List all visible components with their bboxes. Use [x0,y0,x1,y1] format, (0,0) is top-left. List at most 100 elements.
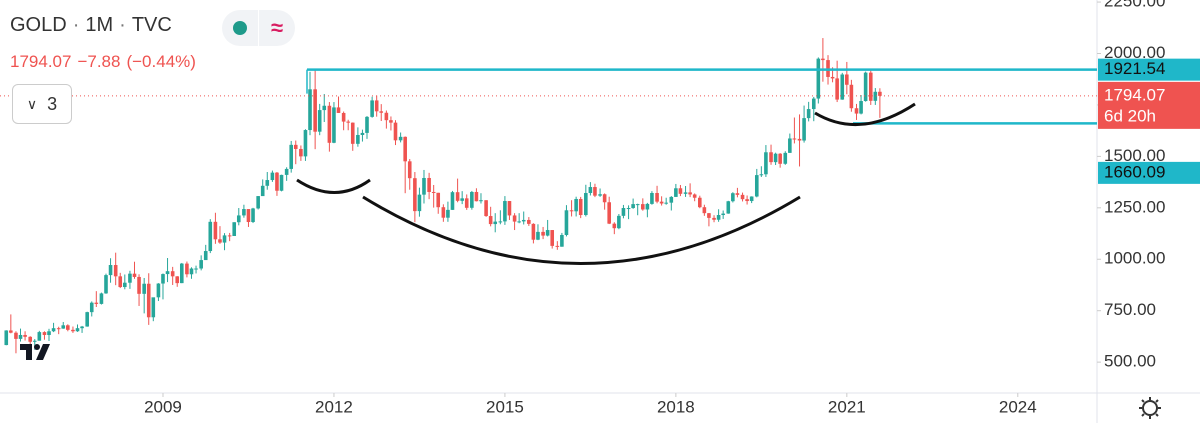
candle-body [464,198,469,208]
candle-body [94,302,99,304]
indicator-toggle[interactable]: ∨ 3 [12,84,72,124]
candle-body [37,332,42,341]
candle-body [816,58,821,99]
candle-body [393,122,398,141]
last-price-label: 1794.07 [1104,85,1165,104]
compare-button[interactable]: ≈ [259,10,295,46]
candle-body [754,175,759,197]
candle-body [545,230,550,236]
candle-body [123,282,127,288]
candle-body [578,198,583,216]
candle-body [14,332,18,339]
candle-body [422,177,426,195]
candle-body [398,136,403,141]
candle-body [336,107,341,113]
candle-body [227,235,232,237]
candle-body [199,260,203,269]
candle-body [85,312,89,327]
candle-body [773,153,778,163]
candle-body [289,144,294,169]
candle-body [635,204,640,206]
y-tick-label: 2000.00 [1104,43,1165,62]
candle-body [845,74,849,85]
candle-body [745,199,749,202]
candle-body [854,108,859,114]
candle-body [42,332,47,335]
tradingview-logo [20,344,50,360]
candle-body [517,221,521,223]
candle-body [256,196,260,209]
candle-body [507,201,512,216]
candle-body [242,209,246,216]
level-label: 1660.09 [1104,162,1165,181]
candle-body [322,105,327,111]
candle-body [702,207,707,214]
candle-body [161,274,165,284]
level-box [1098,161,1200,184]
y-tick-label: 2250.00 [1104,0,1165,11]
candle-body [868,72,873,101]
candle-body [208,221,213,252]
candle-body [521,219,526,222]
y-tick-label: 1250.00 [1104,197,1165,216]
candle-body [436,192,441,208]
candle-body [113,265,118,277]
candle-body [56,328,61,330]
candle-body [317,110,322,132]
candle-body [811,98,816,110]
candle-body [18,334,23,339]
candle-body [413,178,417,212]
candle-body [759,174,764,176]
drawing-curve [296,178,371,194]
candle-body [279,174,284,191]
settings-icon[interactable] [1139,397,1161,419]
candle-body [593,187,597,196]
candle-body [602,194,607,203]
candle-body [132,273,137,277]
candle-body [389,120,393,123]
candle-body [783,152,788,164]
candle-body [189,268,194,275]
symbol: GOLD [10,14,67,36]
candle-body [641,204,645,210]
candle-body [830,76,835,79]
symbol-header: GOLD · 1M · TVC [10,14,172,36]
candle-body [151,297,156,318]
candle-body [873,91,878,101]
candle-body [621,208,626,216]
candle-body [769,152,773,163]
x-tick-label: 2009 [144,397,182,416]
x-tick-label: 2015 [486,397,524,416]
candle-body [246,209,251,223]
candle-body [4,330,9,346]
candle-body [260,185,265,197]
candle-body [66,325,70,330]
candle-body [835,78,839,100]
candle-body [474,191,479,202]
market-status-button[interactable] [222,10,258,46]
candle-body [365,116,369,133]
candle-body [503,201,507,222]
candle-body [802,118,806,141]
candle-body [541,231,545,236]
candle-body [607,202,611,224]
candle-body [645,203,650,210]
candle-body [356,134,360,144]
candle-body [403,136,407,162]
candle-body [175,276,180,284]
candle-body [370,100,374,117]
candle-body [512,215,517,222]
candle-body [203,251,208,261]
candle-body [849,84,854,109]
candle-body [493,221,498,225]
candle-body [450,192,455,210]
candle-body [550,230,555,246]
candle-body [626,208,631,210]
candle-body [360,132,365,135]
candle-body [270,172,275,181]
candle-body [712,217,716,220]
candle-body [23,334,27,337]
x-tick-label: 2024 [999,397,1037,416]
last-price: 1794.07 [10,52,72,71]
